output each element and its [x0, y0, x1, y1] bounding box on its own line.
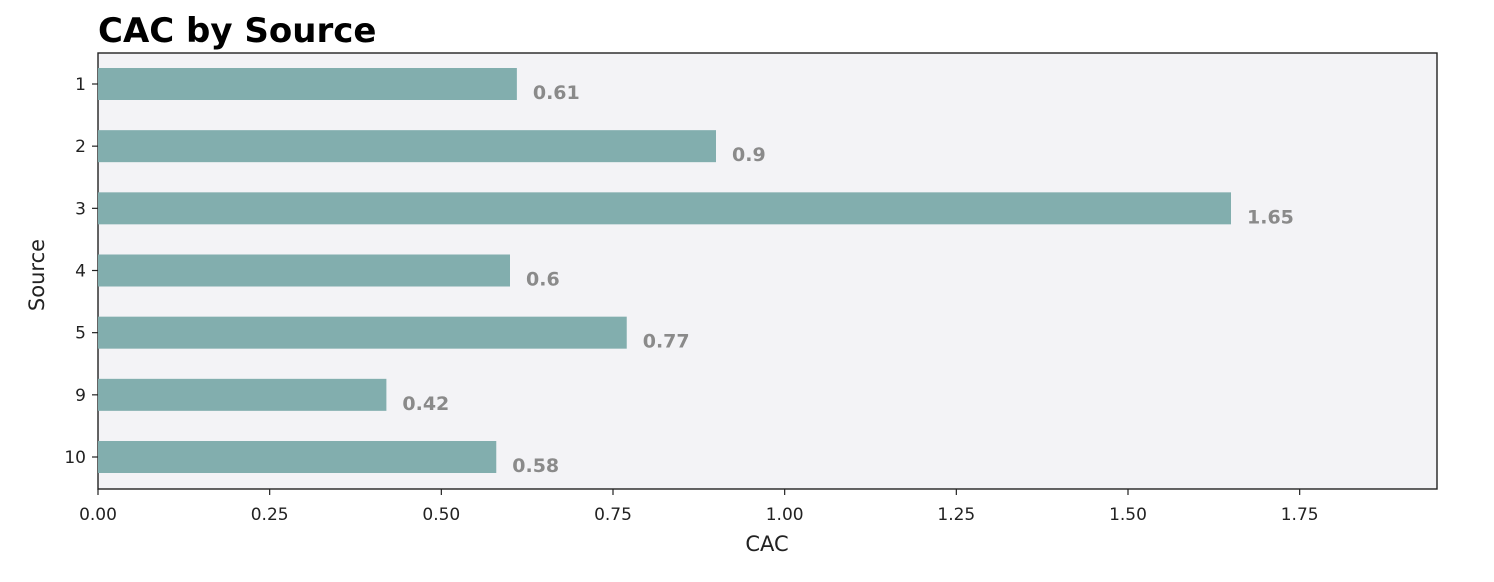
bar-source-10: [98, 441, 497, 473]
data-label-source-1: 0.61: [533, 82, 580, 104]
y-axis-ticks: 1 2 3 4 5 9 10: [64, 75, 98, 468]
chart-title: CAC by Source: [98, 11, 376, 51]
y-tick-label: 1: [75, 75, 86, 95]
bar-source-4: [98, 254, 510, 287]
x-tick-label: 0.75: [594, 505, 632, 525]
y-tick-label: 9: [75, 386, 86, 406]
x-tick-label: 0.50: [422, 505, 460, 525]
y-tick-label: 10: [64, 448, 86, 468]
y-tick-label: 4: [75, 262, 86, 282]
x-axis-label: CAC: [745, 532, 788, 556]
data-label-source-4: 0.6: [526, 269, 560, 291]
data-label-source-10: 0.58: [512, 455, 559, 477]
y-axis-label: Source: [25, 239, 49, 311]
bar-source-9: [98, 378, 387, 411]
data-label-source-5: 0.77: [643, 331, 690, 353]
x-tick-label: 0.00: [79, 505, 117, 525]
bar-source-3: [98, 192, 1231, 225]
x-tick-label: 1.75: [1281, 505, 1319, 525]
data-label-source-3: 1.65: [1247, 206, 1294, 228]
y-tick-label: 5: [75, 324, 86, 344]
x-axis-ticks: 0.00 0.25 0.50 0.75 1.00 1.25 1.50 1.75: [79, 489, 1319, 525]
bars-layer: 0.61 0.9 1.65 0.6 0.77 0.42 0.58: [98, 68, 1294, 477]
y-tick-label: 3: [75, 199, 86, 219]
x-tick-label: 0.25: [251, 505, 289, 525]
bar-source-2: [98, 130, 716, 163]
x-tick-label: 1.50: [1109, 505, 1147, 525]
y-tick-label: 2: [75, 137, 86, 157]
bar-source-5: [98, 316, 627, 349]
data-label-source-9: 0.42: [402, 393, 449, 415]
bar-source-1: [98, 68, 517, 100]
data-label-source-2: 0.9: [732, 144, 766, 166]
x-tick-label: 1.00: [766, 505, 804, 525]
x-tick-label: 1.25: [937, 505, 975, 525]
